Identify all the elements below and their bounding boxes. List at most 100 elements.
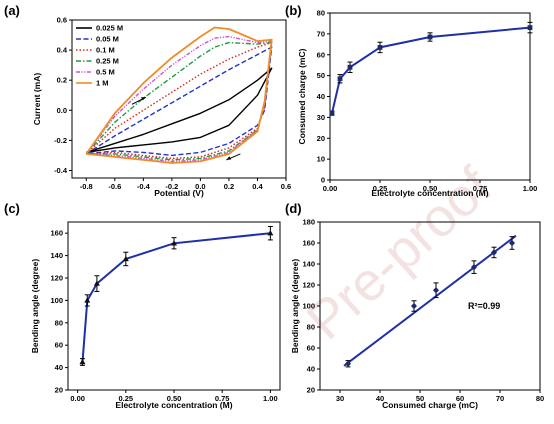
fit-line <box>343 234 517 367</box>
y-tick-label: 20 <box>55 386 63 395</box>
data-point <box>433 286 439 294</box>
x-tick-label: 0.0 <box>195 182 205 191</box>
y-tick-label: 160 <box>50 229 63 238</box>
y-axis-label: Current (mA) <box>32 73 42 126</box>
forward-scan-arrowhead <box>140 97 146 101</box>
y-tick-label: 100 <box>50 296 63 305</box>
x-tick-label: 0.4 <box>252 182 263 191</box>
data-point <box>347 64 353 70</box>
y-tick-label: 60 <box>307 344 315 353</box>
x-tick-label: 80 <box>536 394 544 403</box>
y-tick-label: 0.2 <box>57 76 67 85</box>
data-point <box>411 302 417 310</box>
data-point <box>122 255 129 262</box>
x-tick-label: 0.00 <box>70 394 85 403</box>
legend-label: 0.5 M <box>96 68 115 77</box>
x-tick-label: 70 <box>496 394 504 403</box>
x-tick-label: 0.6 <box>281 182 291 191</box>
x-tick-label: -0.2 <box>165 182 178 191</box>
y-tick-label: 100 <box>302 302 315 311</box>
y-tick-label: 140 <box>50 251 63 260</box>
x-tick-label: 0.50 <box>423 184 438 193</box>
data-point <box>171 240 177 246</box>
cv-curve-0.05-M <box>85 46 273 157</box>
x-tick-label: -0.6 <box>108 182 121 191</box>
legend-label: 0.25 M <box>96 57 119 66</box>
x-tick-label: 50 <box>416 394 424 403</box>
panel-b-charge-plot: 0.00 0.25 0.50 0.75 1.00 0 10 20 30 40 50 60 70 80 Ele… <box>285 3 537 198</box>
y-tick-label: 70 <box>317 29 325 38</box>
y-tick-label: 80 <box>55 318 63 327</box>
y-tick-label: 50 <box>317 71 325 80</box>
y-tick-label: 10 <box>317 155 325 164</box>
data-line <box>81 232 271 363</box>
cv-curve-1-M <box>85 26 273 164</box>
panel-d-correlation-plot: 30 40 50 60 70 80 20 40 60 80 100 120 140 160 180 Consu… <box>285 201 544 410</box>
cv-curve-0.025-M <box>86 67 273 154</box>
y-tick-label: 0.0 <box>57 106 67 115</box>
data-point <box>471 263 477 271</box>
x-axis-label: Electrolyte concentration (M) <box>371 188 488 198</box>
data-point <box>509 239 515 247</box>
y-axis-label: Bending angle (degree) <box>30 259 40 354</box>
y-axis-label: Bending angle (degree) <box>290 259 300 354</box>
x-axis-label: Consumed charge (mC) <box>382 400 478 410</box>
data-point <box>79 358 86 365</box>
r-squared-annotation: R²=0.99 <box>468 301 500 311</box>
y-tick-label: 120 <box>302 281 315 290</box>
data-point <box>491 249 497 256</box>
data-point <box>527 25 533 31</box>
y-tick-label: -0.4 <box>54 166 68 175</box>
y-tick-label: 60 <box>317 50 325 59</box>
panel-letter: (c) <box>4 201 20 216</box>
legend-label: 0.05 M <box>96 35 119 44</box>
data-point <box>93 280 100 286</box>
x-tick-label: 0.25 <box>119 394 134 403</box>
data-point <box>377 45 383 50</box>
x-tick-label: -0.4 <box>137 182 151 191</box>
panel-a-cv-plot: -0.8 -0.6 -0.4 -0.2 0.0 0.2 0.4 0.6 -0.4 -0.2 0.0 0… <box>4 3 291 198</box>
y-tick-label: 40 <box>55 363 63 372</box>
data-point <box>345 360 351 368</box>
y-tick-label: 120 <box>50 274 63 283</box>
panel-letter: (d) <box>285 201 302 216</box>
y-tick-label: 20 <box>307 386 315 395</box>
y-tick-label: 30 <box>317 113 325 122</box>
y-tick-label: 80 <box>307 323 315 332</box>
x-axis-label: Potential (V) <box>154 188 204 198</box>
x-tick-label: 0.00 <box>323 184 338 193</box>
y-tick-label: 20 <box>317 134 325 143</box>
y-tick-label: 160 <box>302 239 315 248</box>
data-point <box>427 34 433 40</box>
x-tick-label: 0.25 <box>373 184 388 193</box>
y-tick-label: 140 <box>302 260 315 269</box>
x-tick-label: 60 <box>456 394 464 403</box>
x-tick-label: -0.8 <box>80 182 93 191</box>
x-axis-label: Electrolyte concentration (M) <box>115 400 232 410</box>
data-point <box>337 76 343 82</box>
x-tick-label: 0.75 <box>473 184 488 193</box>
panel-letter: (b) <box>285 3 302 18</box>
x-tick-label: 0.75 <box>215 394 230 403</box>
y-tick-label: 80 <box>317 9 325 18</box>
legend-label: 0.025 M <box>96 24 123 33</box>
data-point <box>84 297 91 303</box>
y-tick-label: 40 <box>317 92 325 101</box>
legend-label: 0.1 M <box>96 46 115 55</box>
y-axis-label: Consumed charge (mC) <box>297 48 307 144</box>
x-tick-label: 1.00 <box>263 394 278 403</box>
x-tick-label: 0.50 <box>167 394 182 403</box>
panel-letter: (a) <box>4 3 20 18</box>
x-tick-label: 30 <box>336 394 344 403</box>
cv-curve-0.1-M <box>85 41 273 160</box>
y-tick-label: 0.6 <box>57 16 67 25</box>
legend-label: 1 M <box>96 79 109 88</box>
panel-c-bending-plot: 0.00 0.25 0.50 0.75 1.00 20 40 60 80 100 120 140 160… <box>4 201 281 410</box>
x-tick-label: 0.2 <box>224 182 234 191</box>
y-tick-label: -0.2 <box>54 136 67 145</box>
x-tick-label: 40 <box>376 394 384 403</box>
data-line <box>331 26 531 114</box>
cv-curve-0.25-M <box>85 41 273 161</box>
plot-frame <box>71 19 287 179</box>
